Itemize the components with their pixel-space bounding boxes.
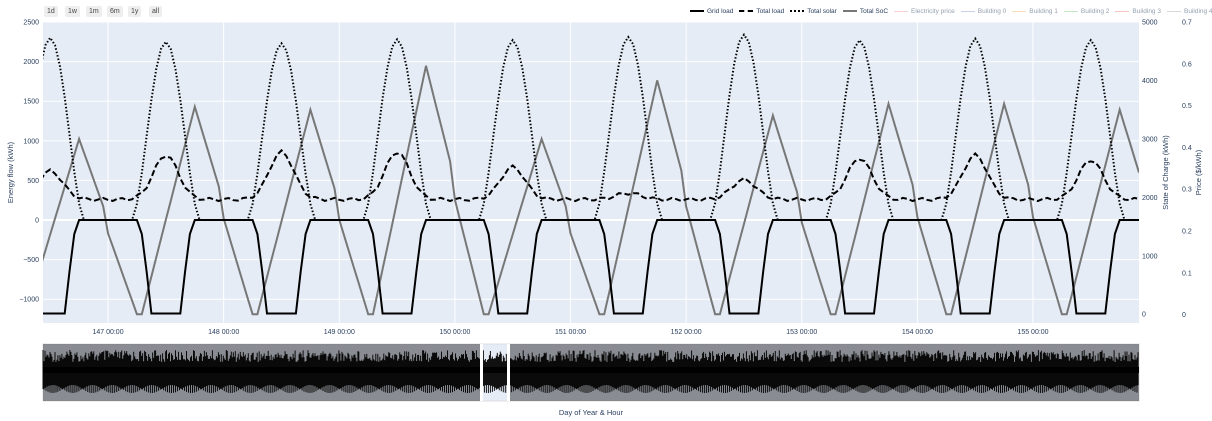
legend-label: Building 3 bbox=[1132, 7, 1161, 15]
range-slider-mask-right bbox=[509, 344, 1139, 401]
y-left-tick-label: 2000 bbox=[23, 59, 39, 66]
series-grid-load bbox=[43, 219, 1139, 315]
y-price-axis-title: Price ($/kWh) bbox=[1194, 149, 1203, 195]
legend: Grid load Total load Total solar Total SoC E… bbox=[684, 5, 1212, 17]
legend-swatch bbox=[790, 10, 805, 12]
legend-label: Total load bbox=[756, 7, 785, 15]
legend-swatch bbox=[894, 10, 909, 12]
range-button-1w[interactable]: 1w bbox=[65, 6, 80, 17]
y-price-tick-label: 0.3 bbox=[1182, 187, 1192, 194]
legend-label: Building 1 bbox=[1029, 7, 1058, 15]
series-total-soc bbox=[43, 65, 1139, 316]
legend-item-building-2[interactable]: Building 2 bbox=[1063, 7, 1110, 15]
y-left-tick-label: −500 bbox=[23, 257, 39, 264]
legend-swatch bbox=[690, 10, 704, 12]
x-tick-label: 152 00:00 bbox=[671, 329, 702, 336]
legend-label: Building 0 bbox=[977, 7, 1007, 15]
legend-swatch bbox=[1012, 10, 1027, 12]
y-soc-tick-label: 5000 bbox=[1142, 20, 1158, 27]
y-price-tick-label: 0.1 bbox=[1182, 270, 1192, 277]
y-price-tick-label: 0 bbox=[1182, 312, 1186, 319]
legend-swatch bbox=[842, 10, 857, 12]
legend-label: Total solar bbox=[807, 7, 837, 15]
y-price-tick-label: 0.2 bbox=[1182, 229, 1192, 236]
y-soc-tick-label: 2000 bbox=[1142, 195, 1158, 202]
y-price-tick-label: 0.5 bbox=[1182, 103, 1192, 110]
legend-item-total-soc[interactable]: Total SoC bbox=[842, 7, 889, 15]
legend-item-total-load[interactable]: Total load bbox=[739, 8, 784, 15]
x-axis-title: Day of Year & Hour bbox=[559, 408, 624, 417]
range-button-6m[interactable]: 6m bbox=[107, 6, 123, 17]
legend-swatch bbox=[739, 10, 754, 12]
y-left-tick-label: 1500 bbox=[23, 99, 39, 106]
legend-label: Total SoC bbox=[859, 7, 889, 15]
range-button-1d[interactable]: 1d bbox=[44, 6, 58, 17]
y-price-tick-label: 0.4 bbox=[1182, 145, 1192, 152]
legend-item-building-0[interactable]: Building 0 bbox=[960, 7, 1007, 15]
legend-label: Electricity price bbox=[911, 7, 955, 15]
legend-label: Building 4 bbox=[1183, 7, 1212, 15]
series-total-load bbox=[43, 148, 1139, 203]
legend-item-grid-load[interactable]: Grid load bbox=[690, 8, 733, 15]
y-left-axis-title: Energy flow (kWh) bbox=[6, 141, 15, 203]
legend-swatch bbox=[960, 10, 975, 12]
y-soc-axis-title: State of Charge (kWh) bbox=[1161, 135, 1170, 210]
legend-swatch bbox=[1063, 10, 1078, 12]
range-button-1m[interactable]: 1m bbox=[86, 6, 102, 17]
y-left-tick-label: 2500 bbox=[23, 20, 39, 27]
range-slider-mask-left bbox=[43, 344, 481, 401]
range-button-all[interactable]: all bbox=[149, 6, 163, 17]
y-soc-tick-label: 3000 bbox=[1142, 136, 1158, 143]
legend-swatch bbox=[1115, 10, 1130, 12]
x-tick-label: 155 00:00 bbox=[1017, 329, 1048, 336]
y-left-tick-label: 0 bbox=[35, 218, 39, 225]
legend-item-electricity-price[interactable]: Electricity price bbox=[894, 8, 955, 15]
x-tick-label: 148 00:00 bbox=[208, 329, 239, 336]
y-soc-tick-label: 4000 bbox=[1142, 78, 1158, 85]
range-slider-handle-right[interactable] bbox=[507, 344, 510, 401]
legend-label: Building 2 bbox=[1080, 7, 1110, 15]
x-tick-label: 150 00:00 bbox=[439, 329, 470, 336]
legend-item-building-3[interactable]: Building 3 bbox=[1115, 8, 1161, 15]
y-left-tick-label: 1000 bbox=[23, 138, 39, 145]
x-tick-label: 149 00:00 bbox=[324, 329, 355, 336]
y-soc-tick-label: 0 bbox=[1142, 312, 1146, 319]
x-tick-label: 147 00:00 bbox=[92, 329, 123, 336]
legend-item-total-solar[interactable]: Total solar bbox=[790, 8, 837, 15]
range-slider[interactable] bbox=[42, 343, 1140, 402]
x-tick-label: 154 00:00 bbox=[902, 329, 933, 336]
y-price-tick-label: 0.7 bbox=[1182, 20, 1192, 27]
range-slider-handle-left[interactable] bbox=[480, 344, 483, 401]
plot-area bbox=[43, 22, 1139, 323]
x-tick-label: 153 00:00 bbox=[786, 329, 817, 336]
legend-item-building-1[interactable]: Building 1 bbox=[1012, 8, 1058, 15]
y-soc-tick-label: 1000 bbox=[1142, 253, 1158, 260]
x-tick-label: 151 00:00 bbox=[555, 329, 586, 336]
y-price-tick-label: 0.6 bbox=[1182, 61, 1192, 68]
legend-item-building-4[interactable]: Building 4 bbox=[1166, 7, 1212, 15]
legend-swatch bbox=[1166, 10, 1181, 12]
legend-label: Grid load bbox=[707, 7, 734, 15]
range-button-1y[interactable]: 1y bbox=[128, 6, 142, 17]
y-left-tick-label: −1000 bbox=[19, 297, 39, 304]
y-left-tick-label: 500 bbox=[27, 178, 39, 185]
